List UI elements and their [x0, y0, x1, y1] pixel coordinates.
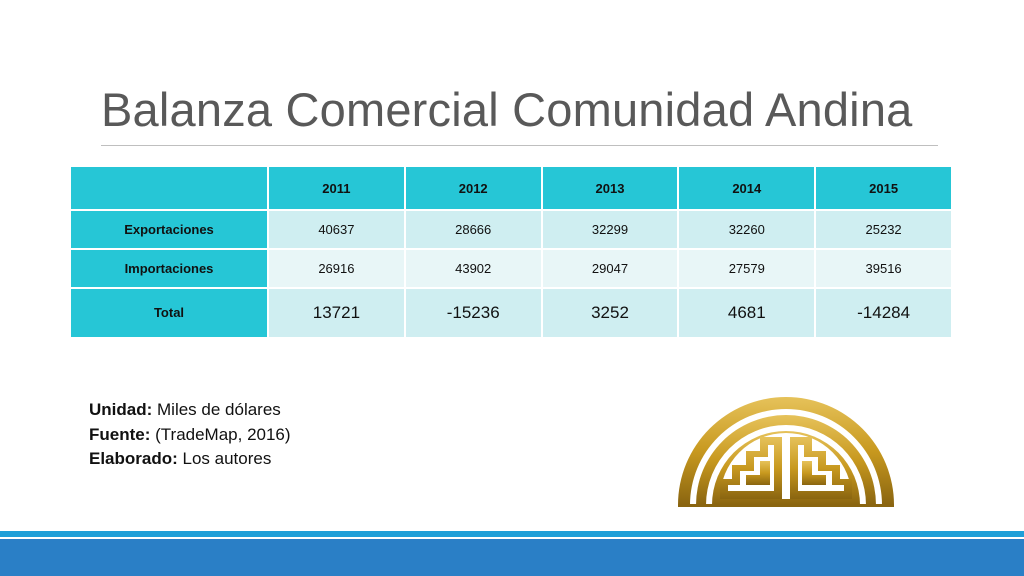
note-unit: Unidad: Miles de dólares	[89, 398, 291, 423]
header-cell-empty	[69, 165, 269, 211]
note-source-value: (TradeMap, 2016)	[150, 424, 291, 444]
note-author-value: Los autores	[177, 449, 272, 468]
slide-title: Balanza Comercial Comunidad Andina	[101, 83, 913, 136]
table-cell: 32299	[540, 209, 680, 250]
table-cell: 13721	[267, 286, 406, 340]
table-cell: 27579	[677, 247, 817, 289]
table-cell: 4681	[677, 286, 817, 340]
table-cell: -15236	[403, 286, 543, 340]
table-cell: 32260	[677, 209, 817, 250]
table-cell: 25232	[814, 209, 953, 250]
table-cell: 40637	[267, 209, 406, 250]
title-divider	[101, 145, 938, 146]
table-cell: -14284	[814, 286, 953, 340]
note-unit-label: Unidad:	[89, 400, 153, 419]
header-cell-2014: 2014	[677, 165, 817, 211]
table-cell: 39516	[814, 247, 953, 289]
header-cell-2015: 2015	[814, 165, 953, 211]
trade-balance-table: 2011 2012 2013 2014 2015 Exportaciones 4…	[69, 165, 953, 340]
header-cell-2013: 2013	[540, 165, 680, 211]
table-cell: 28666	[403, 209, 543, 250]
note-author: Elaborado: Los autores	[89, 447, 291, 472]
table-row-total: Total 13721 -15236 3252 4681 -14284	[69, 286, 953, 340]
table-cell: 43902	[403, 247, 543, 289]
footer-accent-bar	[0, 531, 1024, 537]
note-unit-value: Miles de dólares	[152, 400, 281, 419]
table-row-importaciones: Importaciones 26916 43902 29047 27579 39…	[69, 247, 953, 289]
table-cell: 3252	[540, 286, 680, 340]
note-source-label: Fuente:	[89, 424, 151, 444]
row-label: Total	[69, 286, 269, 340]
header-cell-2012: 2012	[403, 165, 543, 211]
table-cell: 29047	[540, 247, 680, 289]
source-notes: Unidad: Miles de dólares Fuente: (TradeM…	[89, 398, 291, 472]
row-label: Importaciones	[69, 247, 269, 289]
comunidad-andina-logo-icon	[678, 397, 894, 507]
table-row-exportaciones: Exportaciones 40637 28666 32299 32260 25…	[69, 209, 953, 250]
note-source: Fuente: (TradeMap, 2016)	[89, 423, 291, 448]
note-author-label: Elaborado:	[89, 449, 178, 468]
table-cell: 26916	[267, 247, 406, 289]
row-label: Exportaciones	[69, 209, 269, 250]
footer-bar	[0, 539, 1024, 576]
header-cell-2011: 2011	[267, 165, 406, 211]
table-header-row: 2011 2012 2013 2014 2015	[69, 165, 953, 211]
